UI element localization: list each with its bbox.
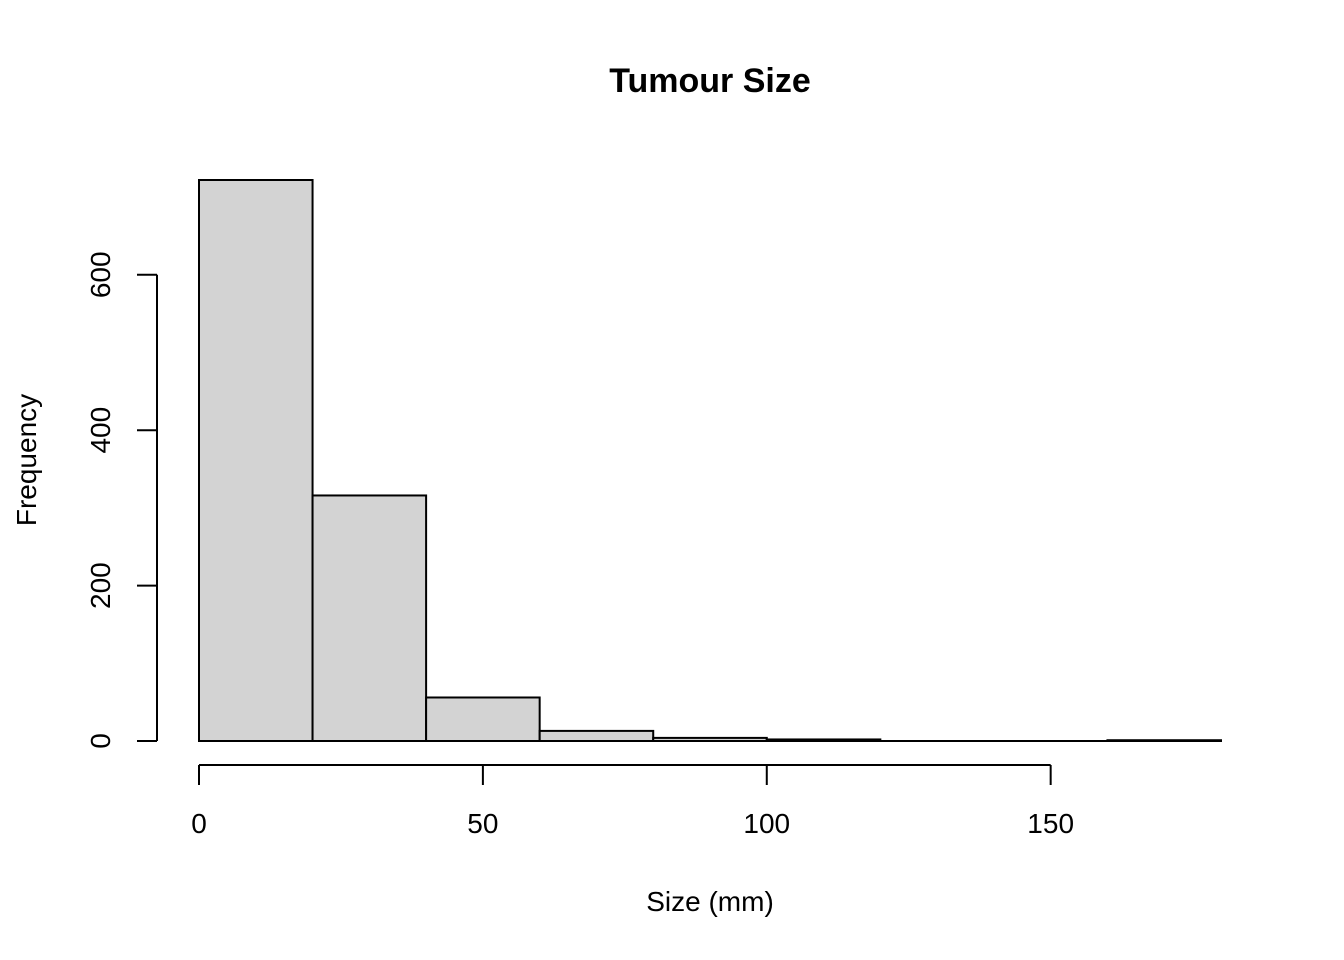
bars-group (198, 179, 1223, 743)
y-axis-label: Frequency (11, 394, 42, 526)
x-axis: 0 50 100 150 (191, 764, 1074, 839)
y-tick-label-0: 0 (85, 733, 116, 749)
histogram-bar-4 (652, 736, 768, 743)
y-tick-label-3: 600 (85, 251, 116, 298)
x-axis-label: Size (mm) (646, 886, 774, 917)
x-tick-label-1: 50 (467, 808, 498, 839)
x-tick-label-3: 150 (1027, 808, 1074, 839)
histogram-bar-8 (1106, 739, 1223, 742)
histogram-bar-2 (425, 696, 541, 743)
chart-title: Tumour Size (609, 62, 811, 100)
histogram-bar-0 (198, 179, 314, 742)
y-tick-label-1: 200 (85, 562, 116, 609)
histogram-bar-3 (538, 729, 655, 742)
histogram-bar-5 (765, 738, 882, 743)
y-axis: 0 200 400 600 (85, 251, 158, 749)
y-tick-label-2: 400 (85, 407, 116, 454)
x-tick-label-2: 100 (743, 808, 790, 839)
x-tick-label-0: 0 (191, 808, 207, 839)
histogram-bar-1 (311, 494, 428, 742)
